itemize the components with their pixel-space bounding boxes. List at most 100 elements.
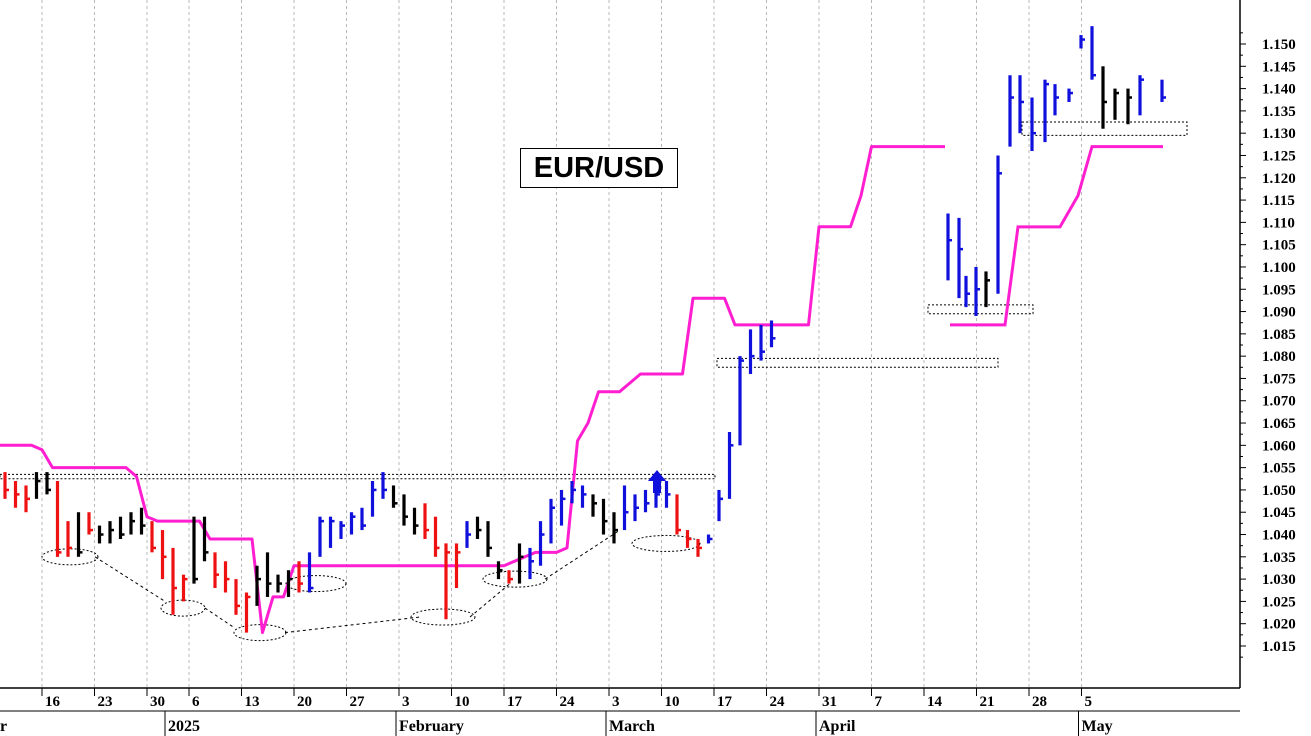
price-bar <box>307 552 314 593</box>
x-tick-label: 6 <box>192 694 200 710</box>
y-tick-label: 1.110 <box>1262 215 1295 231</box>
trend-connector <box>544 529 621 580</box>
price-bar <box>1113 88 1119 120</box>
y-tick-label: 1.030 <box>1262 572 1296 588</box>
y-tick-label: 1.130 <box>1262 126 1296 142</box>
price-bar <box>538 521 545 566</box>
price-bar <box>318 516 324 557</box>
price-bar <box>391 485 398 508</box>
price-bar <box>1018 75 1024 134</box>
y-tick-label: 1.035 <box>1262 550 1296 566</box>
price-bar <box>286 570 293 597</box>
price-bar <box>360 507 366 531</box>
x-tick-label: 10 <box>665 694 680 710</box>
price-bar <box>1160 79 1166 102</box>
price-bar <box>974 266 980 317</box>
month-label: March <box>609 718 655 735</box>
x-tick-label: 7 <box>875 694 883 710</box>
price-bar <box>996 155 1002 294</box>
low-ellipse <box>160 599 206 617</box>
price-bars <box>3 26 1166 633</box>
y-tick-label: 1.150 <box>1262 37 1296 53</box>
y-tick-label: 1.020 <box>1262 617 1296 633</box>
price-bar <box>984 271 990 308</box>
price-bar <box>727 431 734 499</box>
y-tick-label: 1.045 <box>1262 505 1296 521</box>
low-ellipse <box>482 570 548 588</box>
y-tick-label: 1.050 <box>1262 483 1296 499</box>
price-bar <box>675 494 681 535</box>
price-bar <box>349 512 356 535</box>
y-tick-label: 1.100 <box>1262 260 1296 276</box>
vertical-gridlines <box>41 0 1082 688</box>
price-bar <box>1079 35 1085 49</box>
x-tick-label: 17 <box>717 694 733 710</box>
price-bar <box>759 324 765 361</box>
price-bar <box>202 516 209 562</box>
y-tick-label: 1.140 <box>1262 82 1296 98</box>
x-tick-label: 17 <box>507 694 523 710</box>
price-bar <box>964 275 970 308</box>
price-bar <box>412 507 419 535</box>
price-bar <box>66 521 72 557</box>
y-tick-label: 1.055 <box>1262 461 1296 477</box>
price-bar <box>454 543 461 589</box>
price-bar <box>769 320 776 348</box>
y-tick-label: 1.065 <box>1262 416 1296 432</box>
price-bar <box>87 512 93 535</box>
price-bar <box>570 481 576 504</box>
y-tick-label: 1.080 <box>1262 349 1296 365</box>
price-bar <box>370 481 377 517</box>
low-ellipse <box>285 575 347 593</box>
x-tick-label: 31 <box>822 694 837 710</box>
y-tick-label: 1.040 <box>1262 528 1296 544</box>
price-bar <box>3 472 9 499</box>
price-bar <box>1053 84 1059 116</box>
price-bar <box>643 489 650 513</box>
price-bar <box>24 485 30 513</box>
stop-line <box>0 145 945 635</box>
x-tick-label: 28 <box>1032 694 1047 710</box>
price-bar <box>244 592 251 633</box>
price-bar <box>381 472 387 499</box>
price-bar <box>612 512 618 544</box>
month-label: April <box>819 718 856 735</box>
y-tick-label: 1.105 <box>1262 238 1296 254</box>
price-bar <box>1067 88 1073 102</box>
y-tick-label: 1.060 <box>1262 438 1296 454</box>
stop-line-extension <box>950 145 1163 327</box>
price-bar <box>97 525 104 544</box>
price-bar <box>517 543 524 584</box>
x-tick-label: 23 <box>98 694 113 710</box>
stop-line-layer <box>0 145 1163 635</box>
price-bar <box>76 512 83 557</box>
support-box <box>716 357 999 368</box>
price-bar <box>1090 26 1096 80</box>
support-box <box>927 304 1034 315</box>
x-tick-label: 16 <box>45 694 61 710</box>
price-bar <box>1008 75 1014 147</box>
x-tick-label: 5 <box>1085 694 1093 710</box>
trend-connector <box>204 607 236 629</box>
price-bar <box>465 521 471 548</box>
price-bar <box>328 516 335 548</box>
x-tick-label: 10 <box>455 694 470 710</box>
price-bar <box>13 481 20 508</box>
price-bar <box>223 561 230 593</box>
price-bar <box>696 538 702 557</box>
price-bar <box>664 481 671 508</box>
price-bar <box>129 512 135 535</box>
price-bar <box>601 498 608 535</box>
price-bar <box>276 574 282 593</box>
price-bar <box>192 516 198 584</box>
price-bar <box>685 530 692 548</box>
price-bar <box>171 547 177 615</box>
price-bar <box>297 561 303 593</box>
price-bar <box>748 329 755 374</box>
chart-title: EUR/USD <box>520 148 678 188</box>
price-bar <box>654 481 660 508</box>
price-bar <box>45 472 51 495</box>
price-bar <box>486 521 492 557</box>
